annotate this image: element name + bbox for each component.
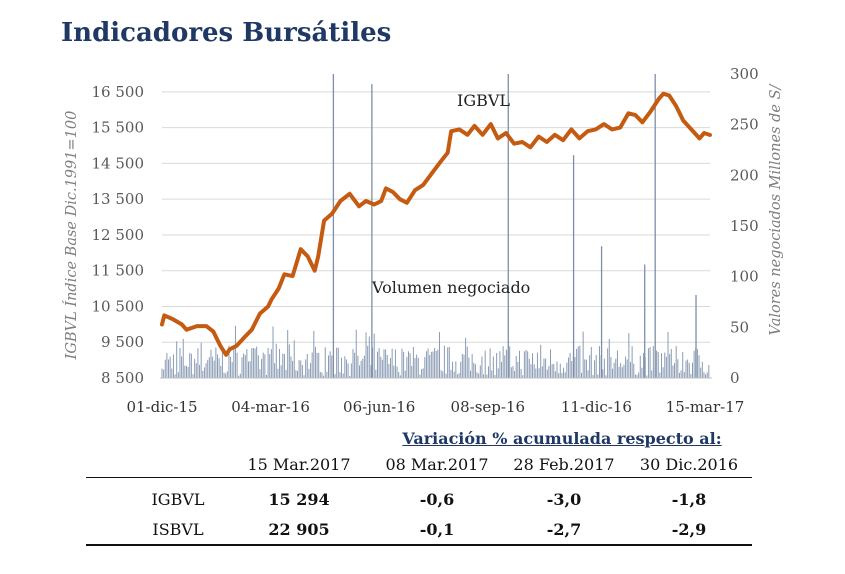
left-tick-label: 14 500 bbox=[92, 154, 145, 172]
x-tick-label: 11-dic-16 bbox=[561, 398, 632, 416]
right-tick-label: 250 bbox=[730, 116, 759, 134]
column-header: 28 Feb.2017 bbox=[502, 451, 626, 478]
igbvl-annotation: IGBVL bbox=[457, 91, 510, 110]
igbvl-series-line bbox=[160, 91, 712, 357]
column-header: 15 Mar.2017 bbox=[226, 451, 372, 478]
volume-annotation: Volumen negociado bbox=[371, 278, 530, 297]
row-label: IGBVL bbox=[151, 489, 205, 509]
x-tick-label: 01-dic-15 bbox=[126, 398, 197, 416]
left-axis-label: IGBVL Índice Base Dic.1991=100 bbox=[62, 111, 80, 361]
page-title: Indicadores Bursátiles bbox=[61, 18, 392, 48]
right-axis-ticks: 0 50 100 150 200 250 300 bbox=[730, 65, 759, 387]
right-tick-label: 100 bbox=[730, 268, 759, 286]
row-label: ISBVL bbox=[86, 514, 226, 546]
column-header: 30 Dic.2016 bbox=[626, 451, 752, 478]
column-header: 08 Mar.2017 bbox=[372, 451, 502, 478]
left-tick-label: 11 500 bbox=[92, 262, 145, 280]
right-tick-label: 0 bbox=[730, 369, 740, 387]
variation-value: -0,1 bbox=[372, 514, 502, 546]
grid-lines bbox=[162, 91, 710, 343]
right-tick-label: 50 bbox=[730, 318, 749, 336]
x-tick-label: 08-sep-16 bbox=[451, 398, 526, 416]
variation-value: -1,8 bbox=[671, 489, 707, 509]
variation-value: -2,9 bbox=[626, 514, 752, 546]
x-tick-label: 04-mar-16 bbox=[231, 398, 310, 416]
left-tick-label: 15 500 bbox=[92, 119, 145, 137]
variation-value: -3,0 bbox=[546, 489, 582, 509]
right-tick-label: 300 bbox=[730, 65, 759, 83]
left-tick-label: 13 500 bbox=[92, 190, 145, 208]
variation-table: Variación % acumulada respecto al: 15 Ma… bbox=[86, 425, 752, 546]
left-tick-label: 9 500 bbox=[101, 333, 144, 351]
variation-value: -2,7 bbox=[502, 514, 626, 546]
variation-value: -0,6 bbox=[419, 489, 455, 509]
volume-bars bbox=[161, 74, 710, 378]
right-axis-label: Valores negociados Millones de S/ bbox=[768, 82, 784, 335]
x-tick-label: 06-jun-16 bbox=[343, 398, 415, 416]
left-axis-ticks: 8 500 9 500 10 500 11 500 12 500 13 500 14 500… bbox=[92, 83, 145, 387]
table-row: ISBVL 22 905 -0,1 -2,7 -2,9 bbox=[86, 514, 752, 546]
igbvl-line bbox=[160, 91, 712, 357]
table-group-header: Variación % acumulada respecto al: bbox=[402, 428, 722, 448]
left-tick-label: 8 500 bbox=[101, 369, 144, 387]
right-tick-label: 150 bbox=[730, 217, 759, 235]
left-tick-label: 10 500 bbox=[92, 297, 145, 315]
x-axis-ticks: 01-dic-15 04-mar-16 06-jun-16 08-sep-16 11-d… bbox=[126, 398, 744, 416]
left-tick-label: 12 500 bbox=[92, 226, 145, 244]
left-tick-label: 16 500 bbox=[92, 83, 145, 101]
index-level: 15 294 bbox=[268, 489, 330, 509]
right-tick-label: 200 bbox=[730, 166, 759, 184]
index-level: 22 905 bbox=[226, 514, 372, 546]
table-row: IGBVL 15 294 -0,6 -3,0 -1,8 bbox=[86, 478, 752, 515]
x-tick-label: 15-mar-17 bbox=[666, 398, 745, 416]
